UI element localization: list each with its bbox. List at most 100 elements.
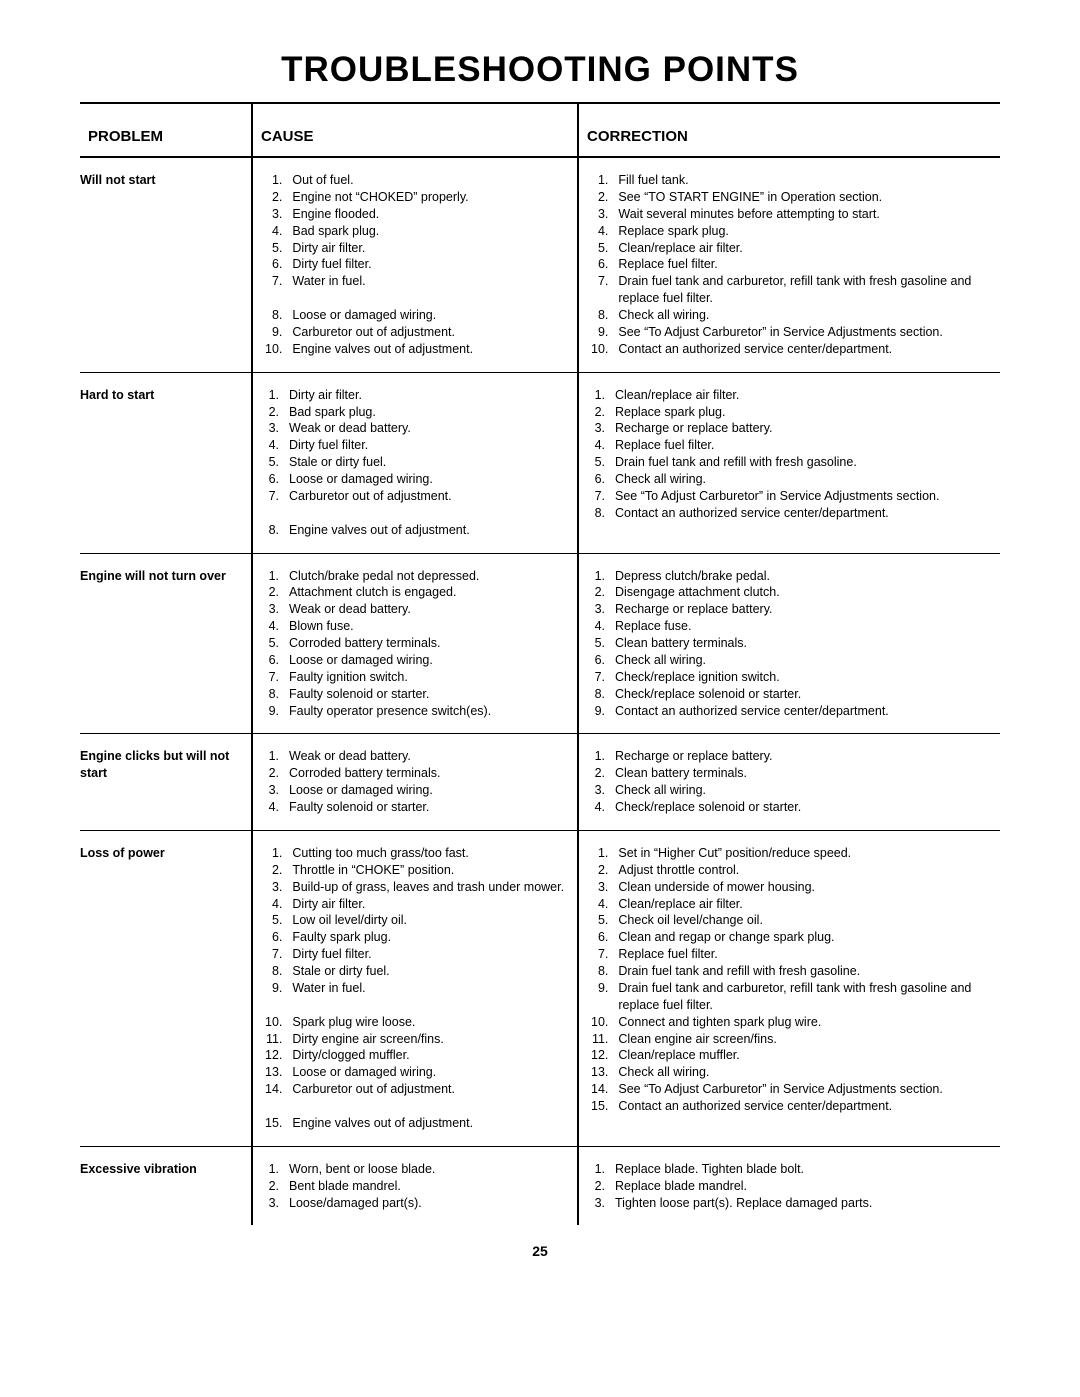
list-item: 4.Replace spark plug. xyxy=(591,223,996,240)
list-item: 5.Stale or dirty fuel. xyxy=(265,454,573,471)
list-text: Tighten loose part(s). Replace damaged p… xyxy=(615,1195,996,1212)
list-number: 6. xyxy=(265,929,292,946)
list-item: 6.Replace fuel filter. xyxy=(591,256,996,273)
list-text: Loose or damaged wiring. xyxy=(289,782,573,799)
list-text: Connect and tighten spark plug wire. xyxy=(618,1014,996,1031)
list-text: Attachment clutch is engaged. xyxy=(289,584,573,601)
list-number: 9. xyxy=(265,324,292,341)
list-item: 3.Weak or dead battery. xyxy=(265,601,573,618)
list-text: Bent blade mandrel. xyxy=(289,1178,573,1195)
table-row: Will not start1.Out of fuel.2.Engine not… xyxy=(80,157,1000,372)
list-item: 1.Fill fuel tank. xyxy=(591,172,996,189)
list-number: 10. xyxy=(591,341,618,358)
list-item: 5.Low oil level/dirty oil. xyxy=(265,912,573,929)
list-number: 3. xyxy=(591,1195,615,1212)
column-header-problem: PROBLEM xyxy=(88,128,163,145)
list-item: 9.See “To Adjust Carburetor” in Service … xyxy=(591,324,996,341)
list-text: Check all wiring. xyxy=(615,782,996,799)
numbered-list: 1.Out of fuel.2.Engine not “CHOKED” prop… xyxy=(265,172,573,358)
list-text: Engine valves out of adjustment. xyxy=(292,1115,573,1132)
list-item: 7.Check/replace ignition switch. xyxy=(591,669,996,686)
table-row: Engine will not turn over1.Clutch/brake … xyxy=(80,553,1000,734)
correction-cell: 1.Clean/replace air filter.2.Replace spa… xyxy=(578,372,1000,553)
list-item: 5.Clean/replace air filter. xyxy=(591,240,996,257)
list-text: Bad spark plug. xyxy=(292,223,573,240)
list-text: Out of fuel. xyxy=(292,172,573,189)
list-item: 1.Replace blade. Tighten blade bolt. xyxy=(591,1161,996,1178)
list-text: Engine valves out of adjustment. xyxy=(289,522,573,539)
list-item: 1.Weak or dead battery. xyxy=(265,748,573,765)
list-number: 1. xyxy=(591,568,615,585)
list-item: 1.Set in “Higher Cut” position/reduce sp… xyxy=(591,845,996,862)
list-number: 1. xyxy=(265,568,289,585)
list-item: 9.Contact an authorized service center/d… xyxy=(591,703,996,720)
list-item: 2.Adjust throttle control. xyxy=(591,862,996,879)
list-text: Check/replace ignition switch. xyxy=(615,669,996,686)
list-item: 3.Weak or dead battery. xyxy=(265,420,573,437)
list-number: 2. xyxy=(591,1178,615,1195)
list-number: 1. xyxy=(591,387,615,404)
list-number: 1. xyxy=(591,748,615,765)
list-number: 6. xyxy=(265,652,289,669)
list-number: 8. xyxy=(265,307,292,324)
list-text: Replace fuel filter. xyxy=(618,946,996,963)
list-text: Set in “Higher Cut” position/reduce spee… xyxy=(618,845,996,862)
list-item: 11.Clean engine air screen/fins. xyxy=(591,1031,996,1048)
list-text: Faulty spark plug. xyxy=(292,929,573,946)
list-item: 5.Drain fuel tank and refill with fresh … xyxy=(591,454,996,471)
table-row: Hard to start1.Dirty air filter.2.Bad sp… xyxy=(80,372,1000,553)
list-item: 4.Dirty air filter. xyxy=(265,896,573,913)
list-text: Faulty solenoid or starter. xyxy=(289,799,573,816)
list-number: 9. xyxy=(591,324,618,341)
list-text: Recharge or replace battery. xyxy=(615,748,996,765)
list-item: 8.Loose or damaged wiring. xyxy=(265,307,573,324)
cause-cell: 1.Dirty air filter.2.Bad spark plug.3.We… xyxy=(252,372,578,553)
list-number: 2. xyxy=(265,862,292,879)
list-item: 3.Wait several minutes before attempting… xyxy=(591,206,996,223)
list-item: 3.Recharge or replace battery. xyxy=(591,601,996,618)
list-number: 5. xyxy=(591,240,618,257)
list-number: 9. xyxy=(265,980,292,997)
list-item: 10.Connect and tighten spark plug wire. xyxy=(591,1014,996,1031)
list-text: Stale or dirty fuel. xyxy=(289,454,573,471)
list-item: 1.Dirty air filter. xyxy=(265,387,573,404)
list-text: Check all wiring. xyxy=(618,1064,996,1081)
list-number: 8. xyxy=(265,686,289,703)
list-text: Corroded battery terminals. xyxy=(289,635,573,652)
list-item: 6.Clean and regap or change spark plug. xyxy=(591,929,996,946)
list-text: Clean battery terminals. xyxy=(615,765,996,782)
list-number: 6. xyxy=(265,256,292,273)
list-item: 3.Loose/damaged part(s). xyxy=(265,1195,573,1212)
numbered-list: 1.Clutch/brake pedal not depressed.2.Att… xyxy=(265,568,573,720)
list-number: 5. xyxy=(591,635,615,652)
list-text: Bad spark plug. xyxy=(289,404,573,421)
list-number: 2. xyxy=(591,404,615,421)
list-text: Drain fuel tank and carburetor, refill t… xyxy=(618,273,996,307)
list-item: 6.Dirty fuel filter. xyxy=(265,256,573,273)
list-text: Loose or damaged wiring. xyxy=(289,471,573,488)
list-number: 7. xyxy=(591,946,618,963)
correction-cell: 1.Set in “Higher Cut” position/reduce sp… xyxy=(578,830,1000,1146)
list-text: Recharge or replace battery. xyxy=(615,420,996,437)
list-number: 1. xyxy=(265,172,292,189)
list-text: Dirty air filter. xyxy=(289,387,573,404)
list-item: 6.Loose or damaged wiring. xyxy=(265,652,573,669)
list-item: 8.Faulty solenoid or starter. xyxy=(265,686,573,703)
list-text: Stale or dirty fuel. xyxy=(292,963,573,980)
list-text: Throttle in “CHOKE” position. xyxy=(292,862,573,879)
list-number: 1. xyxy=(265,748,289,765)
list-item: 6.Check all wiring. xyxy=(591,471,996,488)
list-number: 10. xyxy=(265,1014,292,1031)
list-item: 7.Faulty ignition switch. xyxy=(265,669,573,686)
table-row: Excessive vibration1.Worn, bent or loose… xyxy=(80,1146,1000,1225)
list-text: Cutting too much grass/too fast. xyxy=(292,845,573,862)
list-text: Blown fuse. xyxy=(289,618,573,635)
list-text: Dirty engine air screen/fins. xyxy=(292,1031,573,1048)
list-item: 1.Recharge or replace battery. xyxy=(591,748,996,765)
list-number: 13. xyxy=(265,1064,292,1081)
list-item: 8.Stale or dirty fuel. xyxy=(265,963,573,980)
list-text: Disengage attachment clutch. xyxy=(615,584,996,601)
list-item: 11.Dirty engine air screen/fins. xyxy=(265,1031,573,1048)
list-number: 5. xyxy=(265,454,289,471)
correction-cell: 1.Recharge or replace battery.2.Clean ba… xyxy=(578,734,1000,831)
